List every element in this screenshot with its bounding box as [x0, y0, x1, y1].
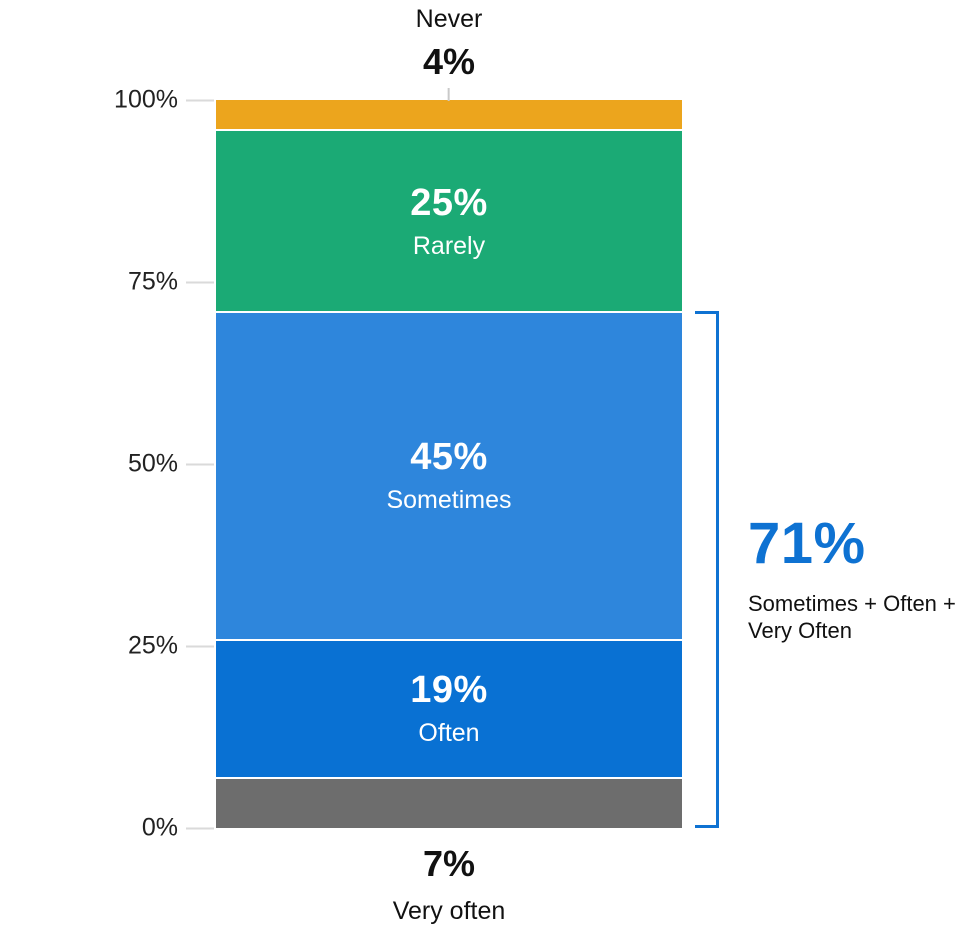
y-axis-tick: 25%: [60, 632, 214, 661]
y-axis-tick-label: 0%: [141, 813, 178, 842]
y-axis-tick-line: [186, 827, 214, 829]
segment-label: 25% Rarely: [410, 182, 488, 261]
callout-very-often-label: Very often: [392, 897, 506, 925]
y-axis-tick-line: [186, 645, 214, 647]
segment-value: 19%: [410, 669, 488, 712]
callout-never-label: Never: [415, 5, 483, 33]
annotation-total-value: 71%: [748, 511, 866, 576]
annotation-description-line1: Sometimes + Often +: [748, 591, 956, 616]
annotation-description-line2: Very Often: [748, 617, 852, 643]
bar-segment-rarely: 25% Rarely: [216, 129, 682, 312]
bar-segment-never: [216, 100, 682, 130]
annotation-bracket: [695, 311, 719, 828]
y-axis-tick-line: [186, 99, 214, 101]
bar-segment-very-often: [216, 777, 682, 828]
annotation-71-percent: 71% Sometimes + Often + Very Often: [748, 510, 976, 645]
segment-value: 25%: [410, 181, 488, 224]
y-axis-tick-label: 25%: [127, 631, 178, 660]
callout-very-often: 7% Very often: [393, 843, 506, 926]
bar-segment-sometimes: 45% Sometimes: [216, 311, 682, 639]
y-axis-tick-line: [186, 463, 214, 465]
y-axis-tick: 75%: [60, 268, 214, 297]
callout-very-often-value: 7%: [422, 843, 476, 884]
y-axis-tick-label: 75%: [127, 267, 178, 296]
segment-name: Often: [418, 719, 480, 748]
bar-segment-often: 19% Often: [216, 638, 682, 778]
segment-name: Sometimes: [386, 486, 512, 515]
segment-name: Rarely: [412, 231, 486, 260]
segment-value: 45%: [410, 436, 488, 479]
y-axis-tick-label: 100%: [114, 85, 178, 114]
stacked-bar: 25% Rarely 45% Sometimes 19% Often: [216, 100, 682, 828]
annotation-description: Sometimes + Often + Very Often: [748, 591, 976, 645]
y-axis-tick-line: [186, 281, 214, 283]
y-axis-tick-label: 50%: [127, 449, 178, 478]
y-axis-tick: 0%: [60, 814, 214, 843]
y-axis-tick: 100%: [60, 86, 214, 115]
callout-never-value: 4%: [422, 41, 476, 82]
callout-never: Never 4%: [415, 5, 483, 101]
segment-label: 45% Sometimes: [386, 436, 511, 515]
y-axis-tick: 50%: [60, 450, 214, 479]
callout-connector-line: [448, 88, 450, 101]
segment-label: 19% Often: [410, 669, 488, 748]
